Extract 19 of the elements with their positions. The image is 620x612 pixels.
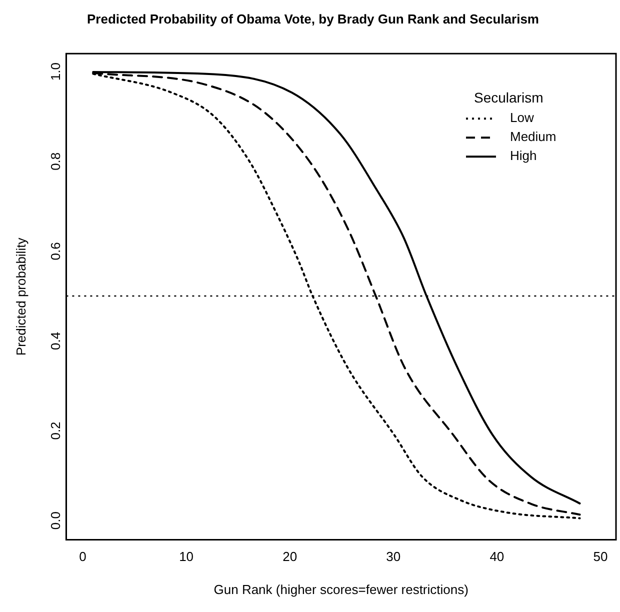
x-tick-label: 0 — [79, 549, 86, 564]
y-tick-label: 0.4 — [48, 332, 63, 350]
legend-label: High — [510, 148, 537, 164]
x-tick-label: 40 — [490, 549, 504, 564]
x-tick-label: 20 — [282, 549, 298, 564]
y-tick-label: 0.0 — [48, 511, 63, 530]
x-tick-label: 10 — [179, 549, 194, 564]
y-tick-label: 0.8 — [48, 152, 63, 170]
chart-title: Predicted Probability of Obama Vote, by Brady Gun Rank and Secularism — [87, 11, 539, 26]
y-axis-title: Predicted probability — [13, 237, 28, 356]
y-tick-label: 1.0 — [48, 62, 63, 81]
legend-label: Low — [510, 110, 534, 126]
legend-title: Secularism — [474, 89, 544, 106]
x-tick-label: 50 — [593, 549, 608, 564]
x-tick-label: 30 — [386, 549, 401, 564]
x-axis-title: Gun Rank (higher scores=fewer restrictions) — [214, 582, 468, 597]
legend-label: Medium — [510, 129, 556, 144]
y-tick-label: 0.6 — [48, 242, 63, 260]
y-tick-label: 0.2 — [48, 422, 63, 440]
